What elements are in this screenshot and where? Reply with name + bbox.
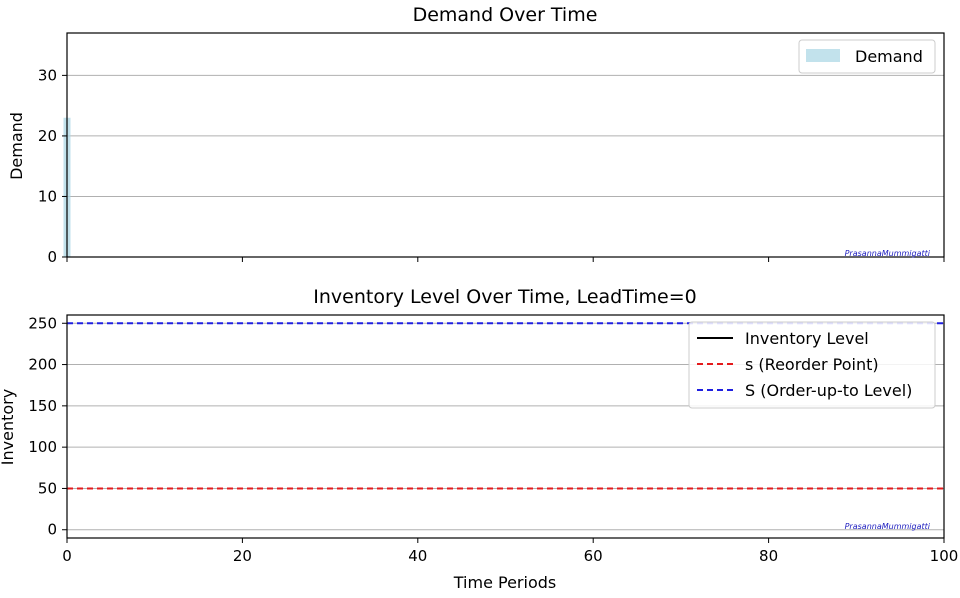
y-tick-label: 200 <box>28 356 57 374</box>
x-tick-label: 100 <box>930 547 959 565</box>
demand-plot-frame <box>66 32 945 258</box>
legend-label-order-up-to: S (Order-up-to Level) <box>745 381 912 400</box>
x-tick-label: 20 <box>233 547 252 565</box>
inventory-chart: Inventory Level Over Time, LeadTime=0 In… <box>0 286 958 592</box>
inventory-y-ticks: 0 50 100 150 200 250 <box>28 314 67 539</box>
y-tick-label: 10 <box>38 187 57 205</box>
y-tick-label: 30 <box>38 66 57 84</box>
inventory-y-axis-label: Inventory <box>0 389 17 465</box>
demand-legend: Demand <box>798 39 936 74</box>
inventory-x-axis-label: Time Periods <box>453 573 556 592</box>
demand-legend-box <box>798 39 936 74</box>
y-tick-label: 20 <box>38 127 57 145</box>
y-tick-label: 100 <box>28 438 57 456</box>
inventory-chart-title: Inventory Level Over Time, LeadTime=0 <box>313 286 696 308</box>
y-tick-label: 0 <box>47 521 57 539</box>
demand-y-ticks: 0 10 20 30 <box>38 66 67 266</box>
y-tick-label: 50 <box>38 479 57 497</box>
y-tick-label: 150 <box>28 397 57 415</box>
x-tick-label: 40 <box>408 547 427 565</box>
inventory-x-ticks: 0 20 40 60 80 100 <box>62 538 958 565</box>
y-tick-label: 250 <box>28 314 57 332</box>
inventory-legend-box <box>688 321 936 409</box>
inventory-legend: Inventory Level s (Reorder Point) S (Ord… <box>688 321 936 409</box>
demand-y-axis-label: Demand <box>7 112 26 180</box>
demand-legend-label: Demand <box>855 47 923 66</box>
legend-label-reorder-point: s (Reorder Point) <box>745 355 879 374</box>
x-tick-label: 60 <box>584 547 603 565</box>
inventory-plot-frame <box>66 314 945 539</box>
inventory-watermark: PrasannaMummigatti <box>845 522 931 531</box>
demand-chart-title: Demand Over Time <box>413 4 598 26</box>
x-tick-label: 80 <box>759 547 778 565</box>
demand-x-ticks <box>66 257 945 262</box>
y-tick-label: 0 <box>47 248 57 266</box>
demand-chart: Demand Over Time Demand 0 10 20 30 Prasanna… <box>7 4 945 266</box>
legend-label-inventory-level: Inventory Level <box>745 329 869 348</box>
demand-watermark: PrasannaMummigatti <box>845 249 931 258</box>
demand-legend-swatch <box>806 49 840 62</box>
x-tick-label: 0 <box>62 547 72 565</box>
demand-gridlines <box>67 74 944 258</box>
